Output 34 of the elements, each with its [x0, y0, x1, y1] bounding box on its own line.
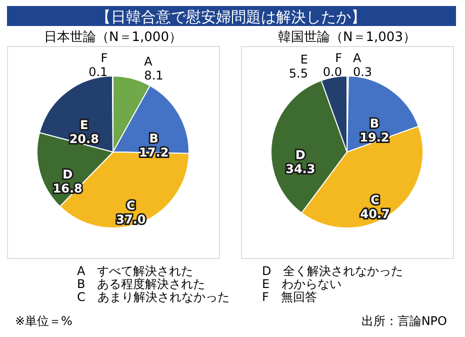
slice-label: C	[370, 192, 380, 207]
slice-label: E	[80, 118, 88, 132]
data-label: 19.2	[360, 130, 390, 145]
text: 0.0	[322, 65, 342, 79]
data-label: 5.5	[288, 66, 308, 81]
chart-subtitle: 日本世論（N＝1,000）	[44, 30, 182, 45]
slice-label: D	[295, 148, 306, 162]
text: 出所：言論NPO	[361, 314, 447, 328]
data-label: 0.3	[352, 65, 372, 80]
slice-label: F	[100, 51, 108, 65]
text: D 全く解決されなかった	[262, 264, 404, 278]
text: ※単位＝%	[15, 314, 72, 328]
text: B ある程度解決された	[77, 277, 206, 291]
slice-label: A	[352, 51, 362, 66]
text: F 無回答	[262, 290, 317, 304]
text: E わからない	[262, 277, 342, 291]
text: C あまり解決されなかった	[77, 290, 230, 304]
data-label: 20.8	[69, 132, 99, 146]
text: A すべて解決された	[77, 264, 194, 278]
data-label: 8.1	[144, 68, 164, 82]
data-label: 40.7	[360, 206, 390, 221]
category-label: F	[335, 51, 342, 65]
slice-label: C	[126, 198, 136, 213]
data-label: 0.1	[88, 65, 108, 79]
text: 【日韓合意で慰安婦問題は解決したか】	[96, 8, 366, 26]
slice-label: A	[144, 54, 154, 68]
slice-label: B	[149, 132, 158, 146]
slice-label: B	[370, 116, 380, 131]
data-label: 37.0	[116, 212, 146, 227]
chart-subtitle: 韓国世論（N＝1,003）	[278, 30, 416, 45]
data-label: 17.2	[139, 146, 169, 160]
slice-label: E	[300, 52, 308, 67]
slice-label: D	[62, 168, 73, 182]
data-label: 34.3	[286, 162, 316, 176]
